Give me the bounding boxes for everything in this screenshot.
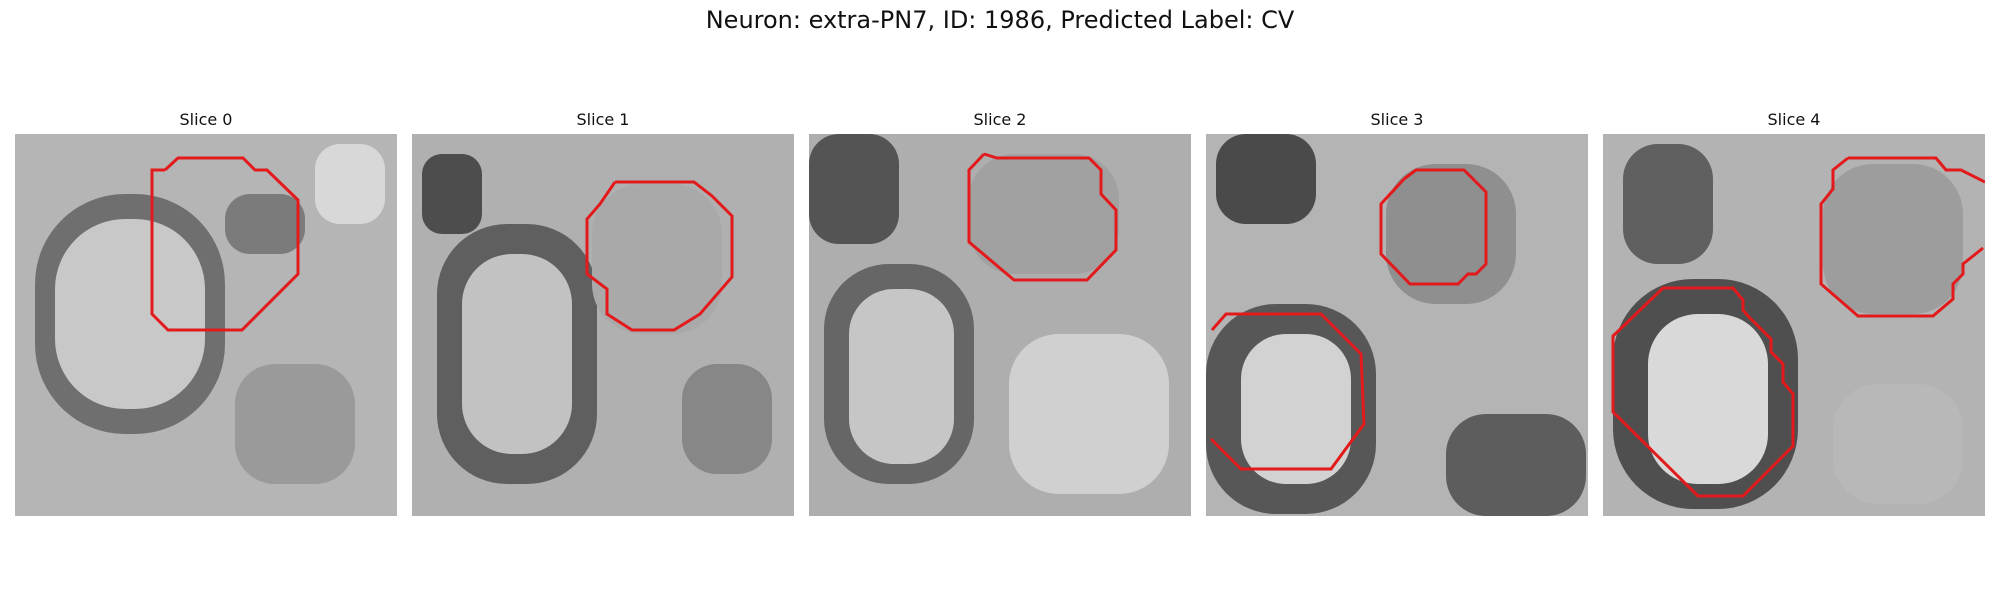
- dark-region: [1623, 144, 1713, 264]
- slice-title: Slice 4: [1767, 110, 1821, 129]
- dark-region: [1216, 134, 1316, 224]
- cell-interior: [1648, 314, 1768, 484]
- slice-image: [1603, 134, 1985, 516]
- slice-panel-3: Slice 3: [1206, 108, 1588, 516]
- dark-region: [1446, 414, 1586, 516]
- figure-title: Neuron: extra-PN7, ID: 1986, Predicted L…: [705, 6, 1295, 34]
- slice-title: Slice 0: [179, 110, 233, 129]
- dark-region: [809, 134, 899, 244]
- dark-region: [225, 194, 305, 254]
- cell-contour: [1379, 168, 1488, 286]
- cell-contour: [585, 180, 734, 332]
- slice-panel-1: Slice 1: [412, 108, 794, 516]
- texture-region: [969, 154, 1119, 274]
- texture-region: [1386, 164, 1516, 304]
- cell-contour: [1611, 286, 1795, 498]
- cell-contour: [150, 156, 300, 332]
- cell-contour: [1848, 156, 1985, 184]
- cell-contour: [967, 152, 1118, 282]
- slice-title: Slice 2: [973, 110, 1027, 129]
- cell-interior: [1241, 334, 1351, 484]
- slice-panel-4: Slice 4: [1603, 108, 1985, 516]
- cell-interior: [55, 219, 205, 409]
- light-region: [315, 144, 385, 224]
- texture-region: [592, 184, 722, 334]
- slice-panel-0: Slice 0: [15, 108, 397, 516]
- slice-title: Slice 1: [576, 110, 630, 129]
- slice-image: [412, 134, 794, 516]
- texture-region: [1823, 164, 1963, 314]
- slice-image: [1206, 134, 1588, 516]
- cell-interior: [849, 289, 954, 464]
- light-region: [1009, 334, 1169, 494]
- slice-title: Slice 3: [1370, 110, 1424, 129]
- dark-region: [422, 154, 482, 234]
- texture-region: [235, 364, 355, 484]
- cell-contour: [1209, 312, 1366, 471]
- texture-region: [682, 364, 772, 474]
- cell-interior: [462, 254, 572, 454]
- cell-contour: [1819, 156, 1984, 318]
- texture-region: [1833, 384, 1963, 504]
- slice-image: [809, 134, 1191, 516]
- slice-image: [15, 134, 397, 516]
- slice-panel-2: Slice 2: [809, 108, 1191, 516]
